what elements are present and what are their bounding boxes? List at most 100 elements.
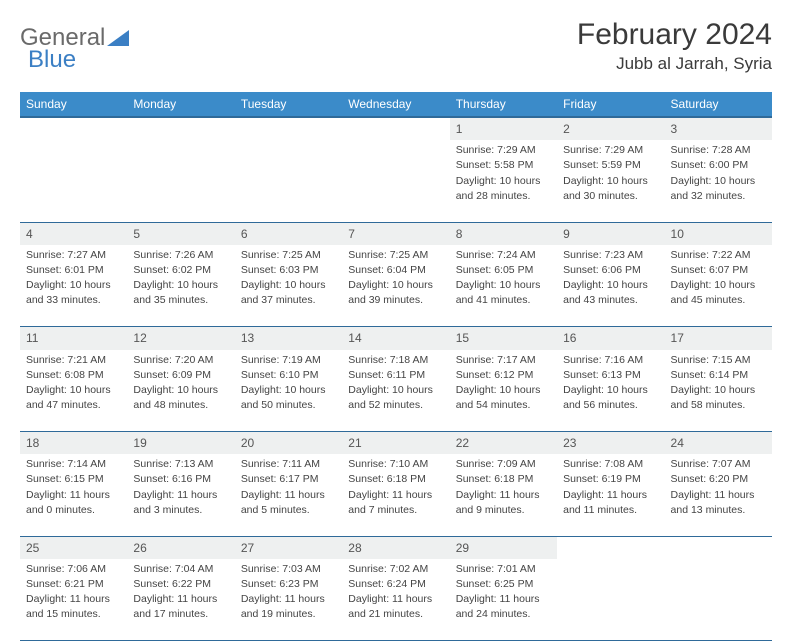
page-title: February 2024: [577, 18, 772, 52]
col-header: Saturday: [665, 92, 772, 117]
sunrise-text: Sunrise: 7:24 AM: [456, 248, 551, 262]
col-header: Thursday: [450, 92, 557, 117]
day-cell: Sunrise: 7:07 AMSunset: 6:20 PMDaylight:…: [665, 454, 772, 536]
sunrise-text: Sunrise: 7:03 AM: [241, 562, 336, 576]
sunset-text: Sunset: 6:14 PM: [671, 368, 766, 382]
day-cell: Sunrise: 7:23 AMSunset: 6:06 PMDaylight:…: [557, 245, 664, 327]
day2-text: and 24 minutes.: [456, 607, 551, 621]
day-number: 7: [342, 222, 449, 245]
day-content-row: Sunrise: 7:14 AMSunset: 6:15 PMDaylight:…: [20, 454, 772, 536]
day1-text: Daylight: 11 hours: [563, 488, 658, 502]
sunset-text: Sunset: 6:06 PM: [563, 263, 658, 277]
sunset-text: Sunset: 6:22 PM: [133, 577, 228, 591]
logo-text-blue: Blue: [28, 46, 76, 73]
sunrise-text: Sunrise: 7:27 AM: [26, 248, 121, 262]
day2-text: and 41 minutes.: [456, 293, 551, 307]
sunrise-text: Sunrise: 7:29 AM: [563, 143, 658, 157]
sunrise-text: Sunrise: 7:23 AM: [563, 248, 658, 262]
day2-text: and 54 minutes.: [456, 398, 551, 412]
day-number: [342, 117, 449, 140]
day-number: 8: [450, 222, 557, 245]
sunrise-text: Sunrise: 7:04 AM: [133, 562, 228, 576]
day1-text: Daylight: 10 hours: [241, 383, 336, 397]
day1-text: Daylight: 11 hours: [241, 488, 336, 502]
day-number: 2: [557, 117, 664, 140]
day-number: 6: [235, 222, 342, 245]
day-number: 20: [235, 432, 342, 455]
sunset-text: Sunset: 6:05 PM: [456, 263, 551, 277]
day-number: 13: [235, 327, 342, 350]
day-cell: Sunrise: 7:24 AMSunset: 6:05 PMDaylight:…: [450, 245, 557, 327]
sunrise-text: Sunrise: 7:11 AM: [241, 457, 336, 471]
sunrise-text: Sunrise: 7:07 AM: [671, 457, 766, 471]
day1-text: Daylight: 11 hours: [456, 592, 551, 606]
sunrise-text: Sunrise: 7:26 AM: [133, 248, 228, 262]
logo-triangle-icon: [107, 28, 129, 51]
sunrise-text: Sunrise: 7:01 AM: [456, 562, 551, 576]
day-cell: Sunrise: 7:25 AMSunset: 6:04 PMDaylight:…: [342, 245, 449, 327]
day-number: 19: [127, 432, 234, 455]
sunrise-text: Sunrise: 7:17 AM: [456, 353, 551, 367]
col-header: Friday: [557, 92, 664, 117]
sunrise-text: Sunrise: 7:02 AM: [348, 562, 443, 576]
day2-text: and 37 minutes.: [241, 293, 336, 307]
day2-text: and 35 minutes.: [133, 293, 228, 307]
day2-text: and 19 minutes.: [241, 607, 336, 621]
day2-text: and 3 minutes.: [133, 503, 228, 517]
day-cell: Sunrise: 7:08 AMSunset: 6:19 PMDaylight:…: [557, 454, 664, 536]
day-number: 12: [127, 327, 234, 350]
sunset-text: Sunset: 6:01 PM: [26, 263, 121, 277]
day2-text: and 0 minutes.: [26, 503, 121, 517]
day-cell: Sunrise: 7:11 AMSunset: 6:17 PM Daylight:…: [235, 454, 342, 536]
day2-text: and 9 minutes.: [456, 503, 551, 517]
day-number: 21: [342, 432, 449, 455]
day1-text: Daylight: 11 hours: [133, 592, 228, 606]
location-subtitle: Jubb al Jarrah, Syria: [577, 54, 772, 74]
day1-text: Daylight: 11 hours: [671, 488, 766, 502]
title-block: February 2024 Jubb al Jarrah, Syria: [577, 18, 772, 74]
day-cell: Sunrise: 7:29 AMSunset: 5:58 PMDaylight:…: [450, 140, 557, 222]
sunset-text: Sunset: 6:00 PM: [671, 158, 766, 172]
day2-text: and 52 minutes.: [348, 398, 443, 412]
day-number: 14: [342, 327, 449, 350]
day1-text: Daylight: 10 hours: [241, 278, 336, 292]
sunrise-text: Sunrise: 7:21 AM: [26, 353, 121, 367]
day-cell: Sunrise: 7:16 AMSunset: 6:13 PMDaylight:…: [557, 350, 664, 432]
sunset-text: Sunset: 6:13 PM: [563, 368, 658, 382]
day-cell: Sunrise: 7:22 AMSunset: 6:07 PMDaylight:…: [665, 245, 772, 327]
day1-text: Daylight: 11 hours: [456, 488, 551, 502]
sunrise-text: Sunrise: 7:10 AM: [348, 457, 443, 471]
day-cell: Sunrise: 7:09 AMSunset: 6:18 PMDaylight:…: [450, 454, 557, 536]
day2-text: and 30 minutes.: [563, 189, 658, 203]
sunrise-text: Sunrise: 7:19 AM: [241, 353, 336, 367]
day2-text: and 50 minutes.: [241, 398, 336, 412]
calendar-table: Sunday Monday Tuesday Wednesday Thursday…: [20, 92, 772, 641]
day-number: 27: [235, 536, 342, 559]
sunset-text: Sunset: 6:24 PM: [348, 577, 443, 591]
col-header: Wednesday: [342, 92, 449, 117]
day1-text: Daylight: 11 hours: [26, 488, 121, 502]
sunset-text: Sunset: 6:10 PM: [241, 368, 336, 382]
day-number: [665, 536, 772, 559]
day-cell: Sunrise: 7:17 AMSunset: 6:12 PMDaylight:…: [450, 350, 557, 432]
day2-text: and 56 minutes.: [563, 398, 658, 412]
day-number: 17: [665, 327, 772, 350]
day-content-row: Sunrise: 7:06 AMSunset: 6:21 PM Daylight:…: [20, 559, 772, 641]
day1-text: Daylight: 11 hours: [348, 592, 443, 606]
day-number: 16: [557, 327, 664, 350]
sunset-text: Sunset: 6:09 PM: [133, 368, 228, 382]
day2-text: and 5 minutes.: [241, 503, 336, 517]
day-cell: Sunrise: 7:26 AMSunset: 6:02 PMDaylight:…: [127, 245, 234, 327]
sunset-text: Sunset: 6:23 PM: [241, 577, 336, 591]
sunset-text: Sunset: 6:17 PM: [241, 472, 336, 486]
day-cell: Sunrise: 7:18 AMSunset: 6:11 PMDaylight:…: [342, 350, 449, 432]
day-cell: Sunrise: 7:01 AMSunset: 6:25 PMDaylight:…: [450, 559, 557, 641]
day2-text: and 45 minutes.: [671, 293, 766, 307]
sunrise-text: Sunrise: 7:13 AM: [133, 457, 228, 471]
sunset-text: Sunset: 6:02 PM: [133, 263, 228, 277]
sunrise-text: Sunrise: 7:06 AM: [26, 562, 121, 576]
day-number-row: 2526272829: [20, 536, 772, 559]
sunset-text: Sunset: 6:16 PM: [133, 472, 228, 486]
sunrise-text: Sunrise: 7:18 AM: [348, 353, 443, 367]
sunset-text: Sunset: 6:21 PM: [26, 577, 121, 591]
